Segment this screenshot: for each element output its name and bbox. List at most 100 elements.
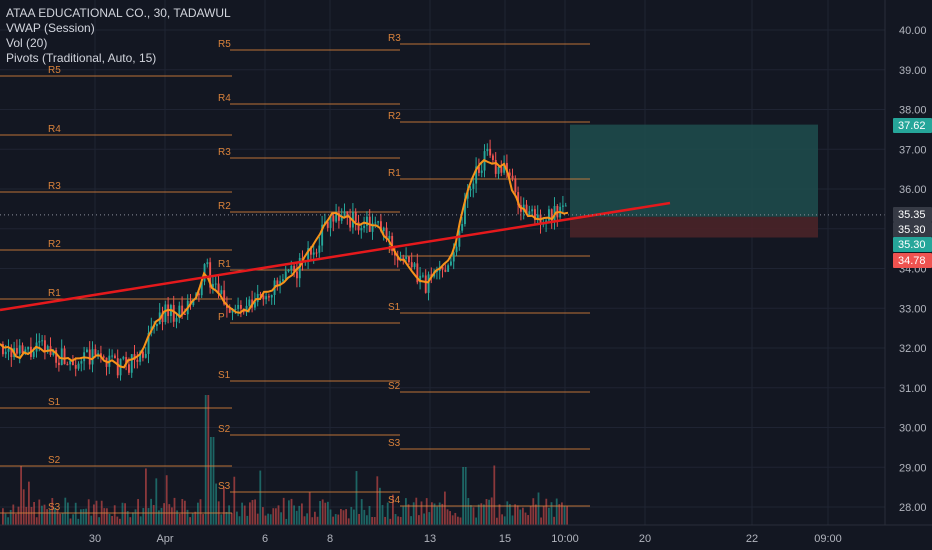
candle-body	[88, 349, 91, 365]
candle-body	[321, 224, 324, 246]
candle-body	[209, 262, 212, 288]
volume-bar	[176, 510, 178, 525]
price-tick-label: 36.00	[899, 184, 927, 196]
volume-bar	[311, 517, 314, 525]
volume-bar	[545, 498, 548, 525]
volume-bar	[483, 504, 485, 525]
volume-bar	[59, 513, 61, 525]
volume-bar	[303, 516, 306, 525]
volume-bar	[379, 487, 381, 525]
volume-bar	[340, 509, 342, 525]
volume-bar	[371, 516, 373, 525]
candle-body	[363, 225, 366, 228]
volume-bar	[280, 512, 282, 525]
candle-body	[38, 341, 41, 343]
candle-body	[114, 355, 116, 359]
volume-bar	[142, 508, 145, 525]
candle-body	[144, 353, 147, 358]
volume-bar	[158, 510, 160, 525]
candle-body	[413, 263, 416, 268]
candle-body	[130, 354, 133, 373]
volume-bar	[397, 516, 399, 525]
candle-body	[511, 175, 514, 179]
price-tick-label: 39.00	[899, 65, 927, 77]
volume-bar	[438, 502, 441, 525]
volume-bar	[441, 503, 444, 525]
candle-body	[335, 213, 338, 222]
volume-bar	[150, 498, 152, 525]
price-badge-label: 35.30	[898, 239, 926, 251]
volume-bar	[358, 513, 360, 525]
volume-bar	[399, 516, 402, 525]
candle-body	[279, 281, 282, 286]
candle-body	[374, 222, 377, 224]
price-tick-label: 38.00	[899, 105, 927, 117]
volume-bar	[407, 504, 410, 525]
candle-body	[489, 148, 492, 156]
candle-body	[214, 283, 217, 285]
legend-pivots[interactable]: Pivots (Traditional, Auto, 15)	[6, 51, 157, 65]
candle-body	[503, 163, 506, 173]
candle-body	[254, 301, 256, 308]
volume-bar	[511, 515, 514, 525]
candle-body	[360, 227, 363, 231]
volume-bar	[189, 517, 191, 525]
volume-bar	[488, 499, 490, 525]
volume-bar	[20, 465, 22, 525]
volume-bar	[74, 502, 77, 525]
candle-body	[312, 252, 315, 255]
legend-vwap[interactable]: VWAP (Session)	[6, 21, 95, 35]
candle-body	[402, 257, 405, 259]
candle-body	[452, 252, 455, 262]
volume-bar	[173, 497, 176, 525]
price-tick-label: 32.00	[899, 343, 927, 355]
pivot-label: R4	[48, 124, 61, 135]
volume-bar	[262, 507, 264, 525]
volume-bar	[293, 505, 295, 525]
legend-volume[interactable]: Vol (20)	[6, 36, 48, 50]
candle-body	[416, 263, 419, 283]
volume-bar	[436, 506, 438, 525]
price-badge-label: 35.35	[898, 209, 926, 221]
volume-bar	[272, 508, 275, 525]
legend-symbol[interactable]: ATAA EDUCATIONAL CO., 30, TADAWUL	[6, 6, 231, 20]
time-tick-label: 30	[89, 533, 101, 545]
volume-bar	[155, 478, 158, 525]
volume-bar	[496, 517, 498, 525]
candle-body	[385, 227, 388, 239]
volume-bar	[308, 492, 311, 525]
volume-bar	[228, 505, 230, 525]
volume-bar	[298, 505, 301, 525]
candle-body	[514, 178, 517, 193]
volume-bar	[480, 503, 483, 525]
volume-bar	[17, 506, 20, 525]
pivot-label: S1	[48, 397, 61, 408]
volume-bar	[251, 499, 254, 525]
price-tick-label: 31.00	[899, 383, 927, 395]
volume-bar	[459, 517, 462, 525]
pivot-label: R1	[388, 168, 401, 179]
volume-bar	[519, 509, 522, 525]
time-tick-label: 15	[499, 533, 511, 545]
volume-bar	[457, 516, 459, 525]
volume-bar	[22, 489, 25, 525]
volume-bar	[288, 500, 290, 525]
volume-bar	[321, 499, 324, 525]
volume-bar	[329, 509, 332, 525]
candle-body	[427, 274, 430, 293]
candle-body	[2, 344, 4, 355]
candle-body	[24, 349, 27, 354]
volume-bar	[137, 499, 139, 525]
volume-bar	[41, 505, 43, 525]
volume-bar	[85, 508, 87, 525]
volume-bar	[347, 518, 350, 525]
candle-body	[46, 346, 49, 352]
volume-bar	[124, 503, 126, 525]
volume-bar	[46, 509, 48, 525]
volume-bar	[423, 513, 425, 525]
pivot-label: R1	[48, 288, 61, 299]
volume-bar	[285, 518, 288, 525]
price-badge	[893, 237, 932, 252]
